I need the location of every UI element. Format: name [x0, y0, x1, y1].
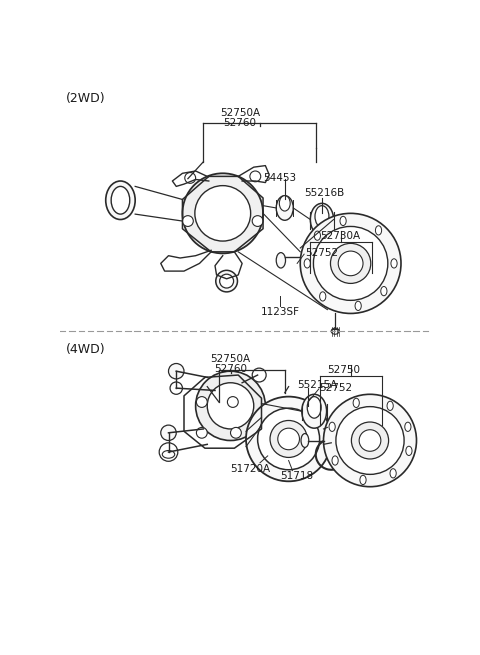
Ellipse shape	[276, 253, 286, 268]
Circle shape	[170, 382, 182, 394]
Circle shape	[228, 397, 238, 407]
Circle shape	[313, 227, 388, 301]
Circle shape	[196, 397, 207, 407]
Ellipse shape	[387, 402, 393, 411]
Circle shape	[161, 425, 176, 441]
Ellipse shape	[301, 434, 309, 447]
Ellipse shape	[381, 286, 387, 296]
Ellipse shape	[320, 292, 326, 301]
Circle shape	[216, 271, 238, 292]
Text: (4WD): (4WD)	[66, 343, 106, 356]
Ellipse shape	[405, 422, 411, 432]
Text: 51718: 51718	[280, 472, 313, 481]
Ellipse shape	[360, 476, 366, 485]
Circle shape	[246, 397, 331, 481]
Ellipse shape	[111, 187, 130, 214]
Ellipse shape	[304, 259, 311, 268]
Circle shape	[159, 443, 178, 461]
Text: 52760: 52760	[223, 118, 256, 128]
Text: 1123SF: 1123SF	[261, 307, 300, 316]
Circle shape	[324, 394, 417, 487]
Circle shape	[182, 174, 263, 253]
Text: 51720A: 51720A	[230, 464, 270, 474]
Circle shape	[168, 364, 184, 379]
Ellipse shape	[307, 397, 321, 418]
Text: 55216B: 55216B	[304, 188, 344, 198]
Text: 54453: 54453	[263, 172, 296, 183]
Text: 52752: 52752	[305, 248, 338, 258]
Ellipse shape	[331, 328, 339, 334]
Circle shape	[258, 408, 320, 470]
Circle shape	[195, 185, 251, 241]
Text: 52750: 52750	[327, 365, 360, 375]
Text: 52752: 52752	[320, 383, 353, 393]
Circle shape	[250, 171, 261, 182]
Ellipse shape	[315, 206, 329, 227]
Ellipse shape	[355, 301, 361, 310]
Text: 52760: 52760	[214, 364, 247, 374]
Text: 52730A: 52730A	[321, 231, 360, 241]
Circle shape	[336, 407, 404, 474]
Circle shape	[300, 214, 401, 314]
Circle shape	[252, 368, 266, 382]
Circle shape	[359, 430, 381, 451]
Circle shape	[207, 383, 254, 429]
Circle shape	[185, 172, 196, 183]
Text: (2WD): (2WD)	[66, 92, 106, 105]
Circle shape	[230, 428, 241, 438]
Ellipse shape	[106, 181, 135, 219]
Ellipse shape	[162, 451, 175, 458]
Circle shape	[252, 215, 263, 227]
Circle shape	[220, 274, 234, 288]
Ellipse shape	[391, 259, 397, 268]
Ellipse shape	[353, 398, 360, 407]
Text: 52750A: 52750A	[220, 108, 260, 118]
Circle shape	[278, 428, 300, 450]
Ellipse shape	[340, 216, 346, 225]
Ellipse shape	[279, 196, 290, 211]
Ellipse shape	[276, 196, 293, 220]
Ellipse shape	[375, 226, 382, 235]
Circle shape	[196, 371, 265, 441]
Ellipse shape	[332, 456, 338, 465]
Circle shape	[196, 428, 207, 438]
Text: 52750A: 52750A	[210, 354, 251, 364]
Circle shape	[338, 251, 363, 276]
Circle shape	[270, 421, 307, 457]
Ellipse shape	[311, 203, 334, 236]
Circle shape	[351, 422, 389, 459]
Ellipse shape	[329, 422, 335, 432]
Ellipse shape	[302, 394, 326, 428]
Ellipse shape	[390, 469, 396, 478]
Ellipse shape	[314, 231, 321, 240]
Text: 55215A: 55215A	[297, 381, 337, 390]
Circle shape	[182, 215, 193, 227]
Circle shape	[330, 244, 371, 284]
Ellipse shape	[406, 446, 412, 455]
